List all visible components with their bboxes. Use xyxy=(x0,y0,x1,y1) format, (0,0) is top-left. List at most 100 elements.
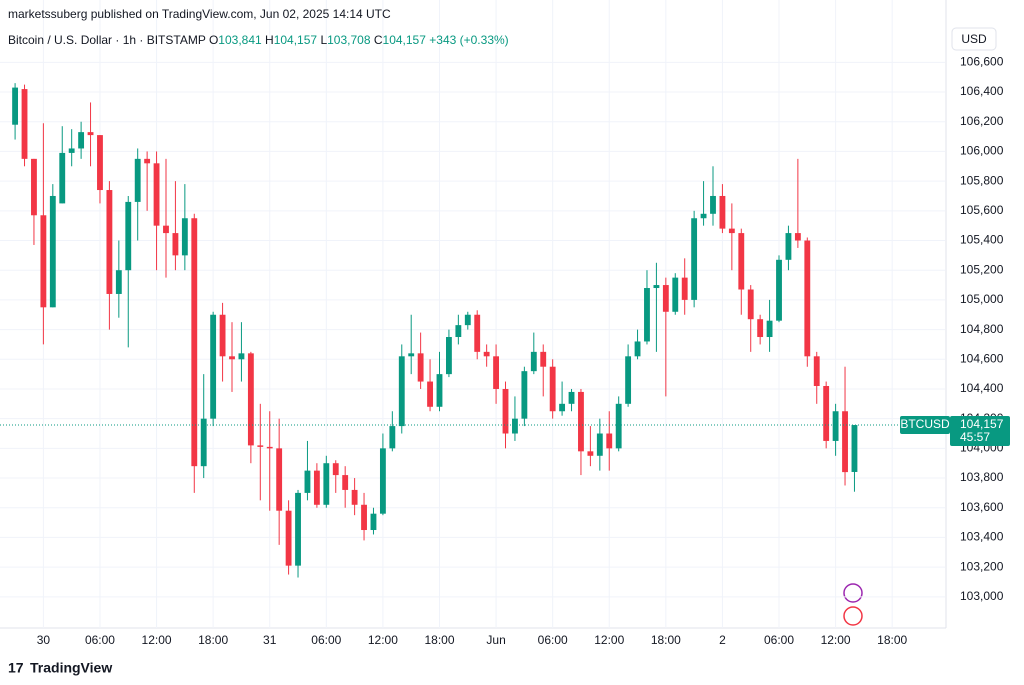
candle-body xyxy=(464,314,471,326)
candle-body xyxy=(851,425,858,472)
candle-body xyxy=(785,233,792,260)
event-icon[interactable] xyxy=(843,583,863,603)
candle-body xyxy=(97,135,103,191)
candle-body xyxy=(455,325,462,338)
candle-body xyxy=(823,386,830,441)
y-tick-label: 103,000 xyxy=(960,589,1004,603)
candle-body xyxy=(351,489,358,505)
candle-body xyxy=(445,337,452,375)
candle-body xyxy=(106,190,113,294)
candle-body xyxy=(549,366,556,412)
x-tick-label: 30 xyxy=(37,633,51,647)
currency-button[interactable] xyxy=(951,27,997,51)
ohlc-value: 103,841 xyxy=(218,33,262,47)
y-tick-label: 106,600 xyxy=(960,55,1004,69)
event-icon[interactable] xyxy=(843,606,863,626)
candle-body xyxy=(134,158,141,202)
candle-body xyxy=(144,158,151,164)
candle-body xyxy=(276,448,283,511)
countdown: 45:57 xyxy=(960,430,990,444)
candle-body xyxy=(153,163,160,226)
x-tick-label: 12:00 xyxy=(594,633,624,647)
y-tick-label: 103,800 xyxy=(960,470,1004,484)
candle-body xyxy=(747,289,754,320)
candle-body xyxy=(332,463,339,476)
ohlc-key: O xyxy=(208,33,219,47)
candle-body xyxy=(474,314,481,352)
ohlc-key: H xyxy=(265,33,274,47)
x-tick-label: 12:00 xyxy=(368,633,398,647)
candle-body xyxy=(285,510,292,566)
candle-body xyxy=(172,233,179,256)
price-tag-label: 104,157 xyxy=(960,417,1004,431)
grid xyxy=(0,0,945,628)
candle-body xyxy=(68,148,75,153)
candle-body xyxy=(219,314,226,357)
candle-body xyxy=(776,259,782,321)
candle-body xyxy=(710,195,716,214)
candle-body xyxy=(634,341,641,357)
change: +343 (+0.33%) xyxy=(429,33,509,47)
ohlc-key: L xyxy=(320,33,328,47)
candle-body xyxy=(587,451,594,456)
ohlc-value: 103,708 xyxy=(327,33,371,47)
candle-body xyxy=(417,353,424,382)
x-tick-label: 18:00 xyxy=(877,633,907,647)
ohlc-value: 104,157 xyxy=(273,33,318,47)
candle-body xyxy=(832,411,839,441)
candle-body xyxy=(21,89,28,159)
symbol-tag xyxy=(900,416,950,435)
candle-body xyxy=(191,218,198,467)
candle-body xyxy=(681,277,688,300)
candle-body xyxy=(813,356,820,387)
candle-body xyxy=(408,353,415,357)
candle-body xyxy=(257,445,264,447)
candle-body xyxy=(125,201,132,271)
y-tick-label: 105,800 xyxy=(960,173,1004,187)
symbol: Bitcoin / U.S. Dollar · 1h · BITSTAMP xyxy=(8,33,206,47)
x-tick-label: 06:00 xyxy=(764,633,794,647)
candle-body xyxy=(662,285,669,312)
x-tick-label: 31 xyxy=(263,633,277,647)
candle-body xyxy=(644,288,650,342)
legend: Bitcoin / U.S. Dollar · 1h · BITSTAMP O1… xyxy=(8,33,509,47)
y-tick-label: 104,800 xyxy=(960,322,1004,336)
x-tick-label: 06:00 xyxy=(311,633,341,647)
candle-body xyxy=(12,87,19,125)
candle-body xyxy=(78,132,85,149)
candle-body xyxy=(266,446,273,449)
candle-body xyxy=(49,195,56,308)
y-tick-label: 106,400 xyxy=(960,84,1004,98)
y-tick-label: 105,000 xyxy=(960,292,1004,306)
candle-body xyxy=(559,403,566,412)
candle-body xyxy=(521,371,528,419)
y-tick-label: 103,400 xyxy=(960,530,1004,544)
ohlc-key: C xyxy=(373,33,383,47)
candle-body xyxy=(247,353,254,446)
candle-body xyxy=(40,215,47,308)
candle-body xyxy=(738,233,745,290)
candle-body xyxy=(842,411,848,473)
candle-body xyxy=(606,433,613,449)
y-tick-label: 105,400 xyxy=(960,233,1004,247)
x-tick-label: 18:00 xyxy=(651,633,681,647)
brand: TradingView xyxy=(30,660,112,676)
candle-body xyxy=(766,320,773,338)
candle-body xyxy=(229,356,235,360)
ohlc-value: 104,157 xyxy=(382,33,426,47)
candle-body xyxy=(342,475,349,490)
brand-logo: 17 xyxy=(8,660,24,676)
candle-body xyxy=(700,213,707,219)
x-tick-label: Jun xyxy=(486,633,505,647)
candle-body xyxy=(115,270,122,294)
candle-body xyxy=(596,433,603,456)
candle-body xyxy=(370,513,377,531)
candle-body xyxy=(757,319,764,338)
symbol-tag-label: BTCUSD xyxy=(900,417,950,431)
ohlc: O103,841 H104,157 L103,708 C104,157 xyxy=(209,33,429,47)
candle-body xyxy=(379,448,386,514)
x-tick-label: 06:00 xyxy=(538,633,568,647)
